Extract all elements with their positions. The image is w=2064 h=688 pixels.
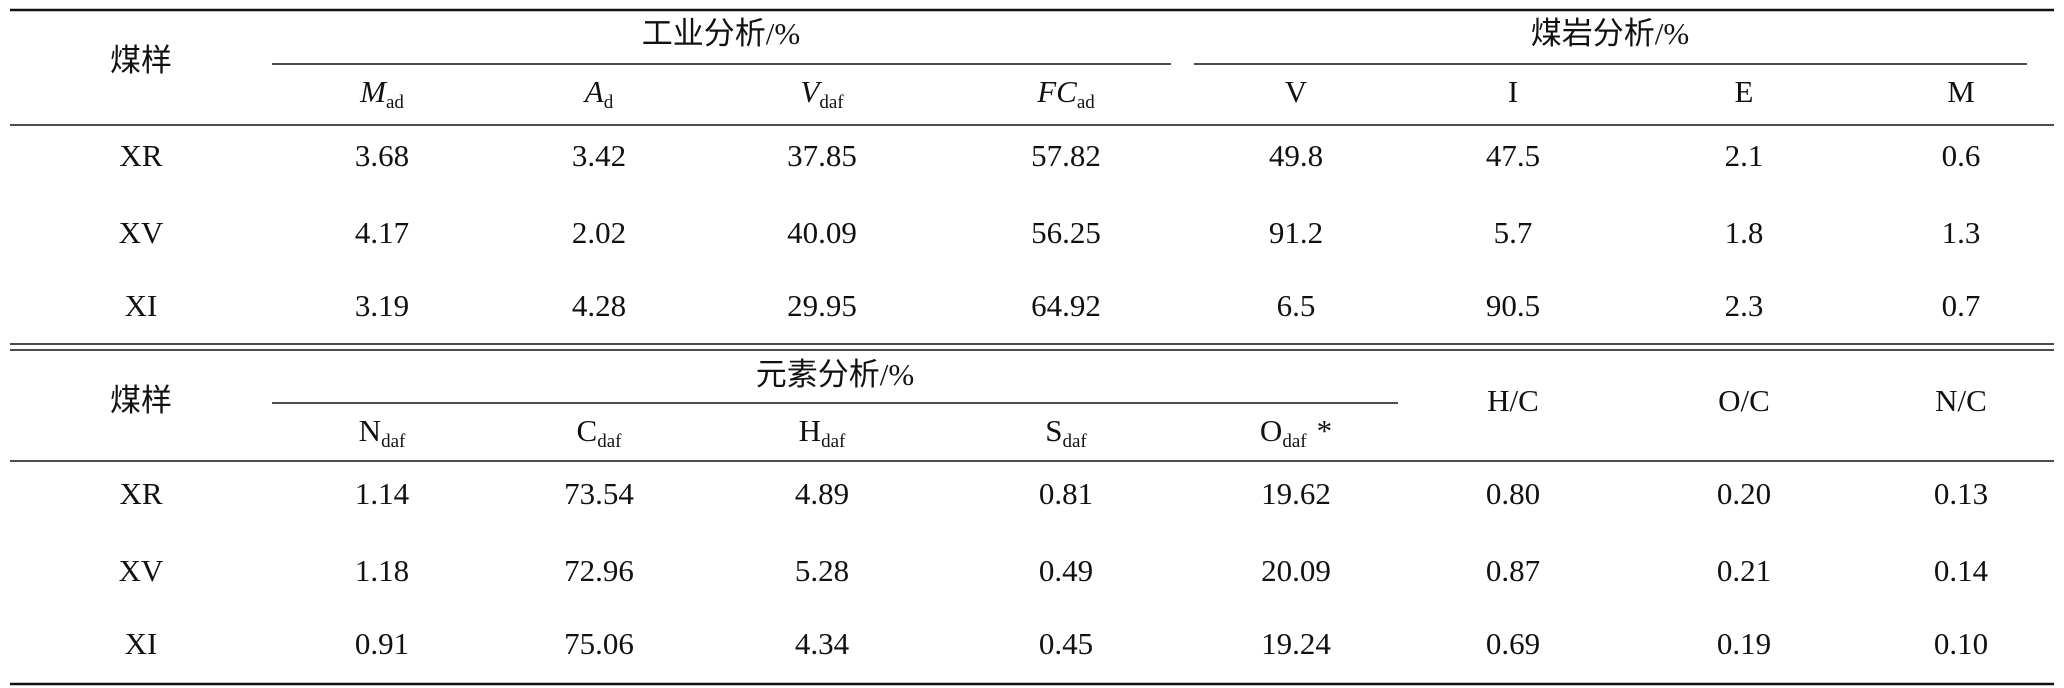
cell: 37.85	[787, 138, 857, 173]
cell: 4.28	[572, 288, 626, 323]
row-label: XR	[119, 138, 162, 173]
column-symbol: A	[583, 74, 605, 109]
cell: 19.24	[1261, 626, 1331, 661]
column-header: M	[1947, 74, 1975, 109]
cell: 5.28	[795, 553, 849, 588]
column-note: *	[1317, 413, 1333, 448]
cell: 2.1	[1725, 138, 1764, 173]
column-header: Ndaf	[359, 413, 406, 452]
column-header: Cdaf	[577, 413, 623, 452]
cell: 0.81	[1039, 476, 1093, 511]
cell: 29.95	[787, 288, 857, 323]
cell: 0.13	[1934, 476, 1988, 511]
column-header: H/C	[1487, 383, 1539, 418]
column-subscript: ad	[1077, 92, 1095, 113]
group-header: 元素分析/%	[756, 357, 914, 392]
column-subscript: daf	[597, 431, 622, 452]
column-subscript: daf	[1282, 431, 1307, 452]
cell: 90.5	[1486, 288, 1540, 323]
cell: 4.17	[355, 215, 409, 250]
cell: 64.92	[1031, 288, 1101, 323]
row-label: XI	[125, 626, 158, 661]
column-subscript: daf	[1062, 431, 1087, 452]
cell: 1.3	[1942, 215, 1981, 250]
column-subscript: ad	[386, 92, 404, 113]
cell: 49.8	[1269, 138, 1323, 173]
column-symbol: C	[577, 413, 598, 448]
cell: 0.10	[1934, 626, 1988, 661]
cell: 0.91	[355, 626, 409, 661]
row-label: XR	[119, 476, 162, 511]
cell: 1.18	[355, 553, 409, 588]
column-header: Vdaf	[800, 74, 844, 113]
column-header: Hdaf	[799, 413, 846, 452]
cell: 2.3	[1725, 288, 1764, 323]
column-subscript: daf	[821, 431, 846, 452]
group-header: 工业分析/%	[642, 16, 800, 51]
column-symbol: V	[800, 74, 822, 109]
cell: 20.09	[1261, 553, 1331, 588]
cell: 0.6	[1942, 138, 1981, 173]
cell: 3.19	[355, 288, 409, 323]
column-header: Sdaf	[1045, 413, 1087, 452]
cell: 0.45	[1039, 626, 1093, 661]
cell: 4.34	[795, 626, 850, 661]
cell: 19.62	[1261, 476, 1331, 511]
cell: 3.42	[572, 138, 626, 173]
row-label: XV	[119, 215, 164, 250]
cell: 6.5	[1277, 288, 1316, 323]
column-header: Mad	[359, 74, 404, 113]
cell: 0.49	[1039, 553, 1093, 588]
cell: 0.19	[1717, 626, 1771, 661]
column-header: O/C	[1718, 383, 1770, 418]
cell: 57.82	[1031, 138, 1101, 173]
cell: 4.89	[795, 476, 849, 511]
column-header: I	[1508, 74, 1518, 109]
column-symbol: M	[359, 74, 388, 109]
cell: 1.8	[1725, 215, 1764, 250]
sample-header: 煤样	[110, 43, 172, 78]
column-symbol: O	[1260, 413, 1282, 448]
cell: 0.20	[1717, 476, 1771, 511]
cell: 2.02	[572, 215, 626, 250]
cell: 72.96	[564, 553, 634, 588]
group-header: 煤岩分析/%	[1531, 16, 1689, 51]
column-symbol: N	[359, 413, 381, 448]
row-label: XI	[125, 288, 158, 323]
cell: 40.09	[787, 215, 857, 250]
cell: 47.5	[1486, 138, 1540, 173]
column-symbol: H	[799, 413, 821, 448]
column-symbol: FC	[1036, 74, 1077, 109]
sample-header: 煤样	[110, 383, 172, 418]
cell: 56.25	[1031, 215, 1101, 250]
column-header: FCad	[1036, 74, 1095, 113]
column-subscript: d	[604, 92, 614, 113]
column-header: Odaf *	[1260, 413, 1332, 452]
cell: 0.21	[1717, 553, 1771, 588]
cell: 73.54	[564, 476, 634, 511]
column-symbol: S	[1045, 413, 1062, 448]
column-subscript: daf	[381, 431, 406, 452]
cell: 75.06	[564, 626, 634, 661]
column-subscript: daf	[819, 92, 844, 113]
cell: 0.87	[1486, 553, 1540, 588]
cell: 1.14	[355, 476, 410, 511]
cell: 5.7	[1494, 215, 1533, 250]
column-header: E	[1735, 74, 1754, 109]
cell: 0.14	[1934, 553, 1989, 588]
column-header: N/C	[1935, 383, 1987, 418]
cell: 91.2	[1269, 215, 1323, 250]
column-header: V	[1285, 74, 1308, 109]
row-label: XV	[119, 553, 164, 588]
cell: 0.7	[1942, 288, 1981, 323]
cell: 3.68	[355, 138, 409, 173]
cell: 0.80	[1486, 476, 1540, 511]
column-header: Ad	[583, 74, 614, 113]
cell: 0.69	[1486, 626, 1540, 661]
